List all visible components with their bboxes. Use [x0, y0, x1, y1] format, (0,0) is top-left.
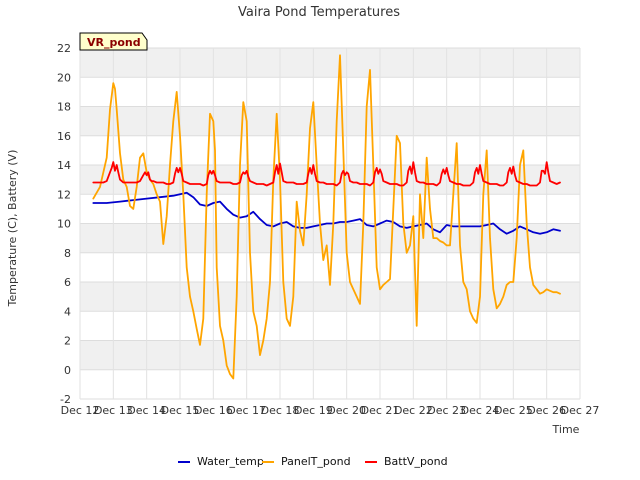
y-tick-label: 8 — [64, 247, 71, 260]
y-tick-label: 4 — [64, 305, 71, 318]
site-badge-label: VR_pond — [87, 36, 141, 49]
y-tick-label: 6 — [64, 276, 71, 289]
x-tick-label: Dec 25 — [494, 404, 533, 417]
legend-label: BattV_pond — [384, 455, 448, 468]
x-tick-label: Dec 13 — [94, 404, 133, 417]
y-tick-label: 10 — [57, 218, 71, 231]
x-tick-label: Dec 21 — [361, 404, 400, 417]
gridlines — [79, 47, 581, 400]
y-axis-ticks: -2 0 2 4 6 8 10 12 14 16 18 20 22 — [57, 42, 71, 406]
series-line-panelt-pond — [92, 54, 561, 380]
grid-band — [80, 165, 580, 195]
y-tick-label: 20 — [57, 71, 71, 84]
x-tick-label: Dec 23 — [427, 404, 466, 417]
x-tick-label: Dec 16 — [194, 404, 233, 417]
x-axis-label: Time — [552, 423, 580, 436]
grid-band — [80, 106, 580, 136]
y-tick-label: 22 — [57, 42, 71, 55]
x-tick-label: Dec 15 — [161, 404, 200, 417]
y-tick-label: 12 — [57, 188, 71, 201]
grid-band — [80, 340, 580, 370]
y-tick-label: 0 — [64, 364, 71, 377]
legend-label: PanelT_pond — [281, 455, 351, 468]
y-tick-label: 14 — [57, 159, 71, 172]
x-tick-label: Dec 12 — [61, 404, 100, 417]
grid-band — [80, 48, 580, 78]
x-tick-label: Dec 19 — [294, 404, 333, 417]
site-badge: VR_pond — [79, 32, 148, 51]
grid-band — [80, 223, 580, 253]
y-tick-label: 18 — [57, 101, 71, 114]
x-tick-label: Dec 24 — [461, 404, 500, 417]
y-tick-label: 16 — [57, 130, 71, 143]
grid-band — [80, 282, 580, 312]
chart-title: Vaira Pond Temperatures — [238, 5, 400, 20]
series-line-battv-pond — [92, 161, 561, 187]
y-tick-label: -2 — [60, 393, 71, 406]
x-tick-label: Dec 22 — [394, 404, 433, 417]
x-tick-label: Dec 17 — [227, 404, 266, 417]
x-tick-label: Dec 18 — [261, 404, 300, 417]
legend: Water_temp PanelT_pond BattV_pond — [178, 455, 448, 468]
series-lines — [92, 54, 561, 380]
x-tick-label: Dec 20 — [327, 404, 366, 417]
legend-label: Water_temp — [197, 455, 264, 468]
y-axis-label: Temperature (C), Battery (V) — [6, 150, 19, 308]
x-tick-label: Dec 26 — [527, 404, 566, 417]
y-tick-label: 2 — [64, 335, 71, 348]
x-tick-label: Dec 27 — [561, 404, 600, 417]
x-tick-label: Dec 14 — [127, 404, 166, 417]
